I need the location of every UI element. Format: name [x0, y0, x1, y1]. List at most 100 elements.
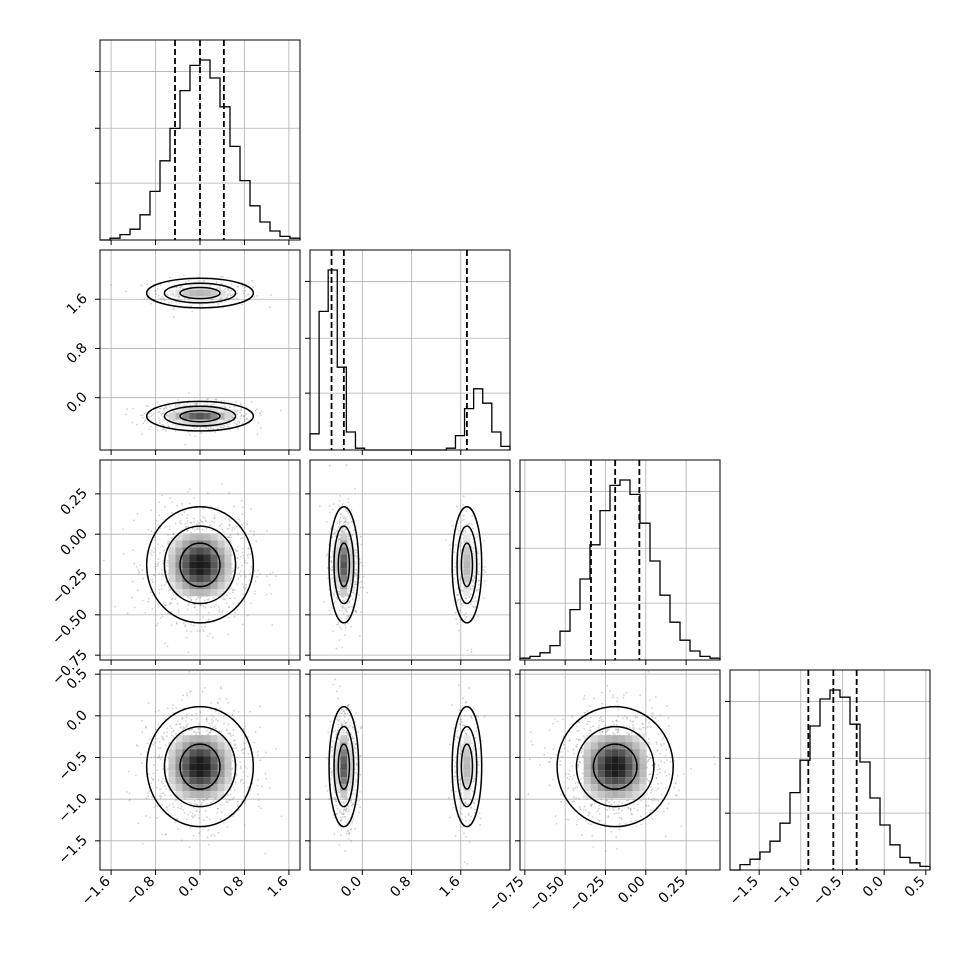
scatter-point — [341, 531, 344, 534]
scatter-point — [256, 295, 259, 297]
scatter-point — [445, 539, 447, 541]
scatter-point — [340, 708, 343, 710]
scatter-point — [462, 503, 464, 506]
scatter-point — [343, 808, 346, 811]
scatter-point — [203, 279, 206, 282]
scatter-point — [342, 517, 345, 520]
scatter-point — [244, 289, 247, 292]
scatter-point — [136, 589, 139, 592]
scatter-point — [219, 687, 222, 690]
scatter-point — [225, 801, 228, 803]
scatter-point — [155, 427, 158, 429]
panel-frame — [519, 459, 721, 661]
scatter-point — [172, 423, 175, 426]
scatter-point — [360, 727, 362, 729]
scatter-point — [161, 833, 163, 836]
scatter-point — [136, 745, 139, 747]
scatter-point — [151, 578, 153, 581]
scatter-point — [343, 516, 346, 519]
scatter-point — [145, 797, 148, 800]
scatter-point — [128, 792, 131, 795]
density-cell — [217, 784, 225, 792]
scatter-point — [233, 409, 235, 412]
scatter-point — [342, 596, 345, 599]
contour-line — [179, 542, 221, 588]
scatter-point — [350, 804, 353, 806]
scatter-point — [162, 424, 165, 427]
scatter-point — [210, 834, 212, 837]
scatter-point — [162, 575, 164, 577]
scatter-point — [221, 528, 224, 531]
scatter-point — [231, 798, 234, 800]
scatter-point — [133, 606, 136, 609]
scatter-point — [339, 626, 342, 629]
density-cell — [189, 770, 197, 778]
density-cell — [175, 561, 183, 569]
scatter-point — [177, 806, 180, 809]
scatter-point — [451, 704, 453, 706]
panel-frame — [99, 669, 301, 871]
contour-line — [163, 405, 237, 427]
scatter-point — [340, 520, 342, 523]
density-cell — [463, 756, 471, 764]
scatter-point — [335, 690, 338, 693]
scatter-point — [206, 729, 208, 732]
scatter-point — [249, 572, 252, 575]
scatter-point — [236, 805, 239, 808]
scatter-point — [338, 810, 341, 813]
density-cell — [168, 554, 176, 562]
density-cell — [463, 575, 471, 583]
density-cell — [203, 568, 211, 576]
scatter-point — [338, 505, 340, 507]
scatter-point — [264, 751, 267, 754]
scatter-point — [181, 514, 184, 516]
scatter-point — [228, 491, 231, 494]
contour-line — [328, 506, 360, 624]
scatter-point — [236, 409, 239, 412]
scatter-point — [189, 521, 192, 524]
scatter-point — [206, 398, 208, 401]
density-cell — [182, 735, 190, 743]
scatter-point — [467, 803, 469, 806]
scatter-point — [347, 738, 349, 740]
scatter-point — [330, 606, 333, 609]
scatter-point — [343, 720, 345, 723]
scatter-point — [156, 805, 158, 808]
scatter-point — [186, 520, 189, 522]
scatter-point — [189, 433, 192, 436]
scatter-point — [344, 815, 347, 818]
scatter-point — [129, 798, 131, 801]
density-cell — [182, 763, 190, 771]
scatter-point — [270, 592, 273, 595]
scatter-point — [202, 799, 205, 802]
scatter-point — [172, 307, 175, 309]
density-cell — [182, 554, 190, 562]
scatter-point — [190, 305, 193, 308]
scatter-point — [237, 428, 239, 431]
scatter-point — [357, 594, 360, 596]
scatter-point — [194, 604, 197, 607]
scatter-point — [212, 298, 214, 301]
scatter-point — [184, 727, 186, 729]
scatter-point — [150, 777, 153, 779]
scatter-point — [247, 547, 250, 550]
scatter-point — [360, 725, 363, 728]
density-cell — [168, 561, 176, 569]
scatter-point — [204, 427, 207, 429]
scatter-point — [143, 412, 146, 414]
scatter-point — [152, 744, 155, 746]
scatter-point — [484, 580, 486, 583]
scatter-point — [339, 516, 342, 519]
scatter-point — [231, 714, 233, 717]
scatter-point — [471, 585, 474, 587]
scatter-point — [182, 694, 185, 697]
density-cell — [196, 568, 204, 576]
scatter-point — [472, 579, 475, 582]
scatter-point — [472, 747, 475, 750]
scatter-point — [196, 717, 199, 720]
scatter-point — [147, 529, 150, 531]
scatter-point — [163, 549, 165, 552]
scatter-point — [175, 818, 178, 821]
scatter-point — [243, 748, 246, 750]
density-cell — [175, 547, 183, 555]
